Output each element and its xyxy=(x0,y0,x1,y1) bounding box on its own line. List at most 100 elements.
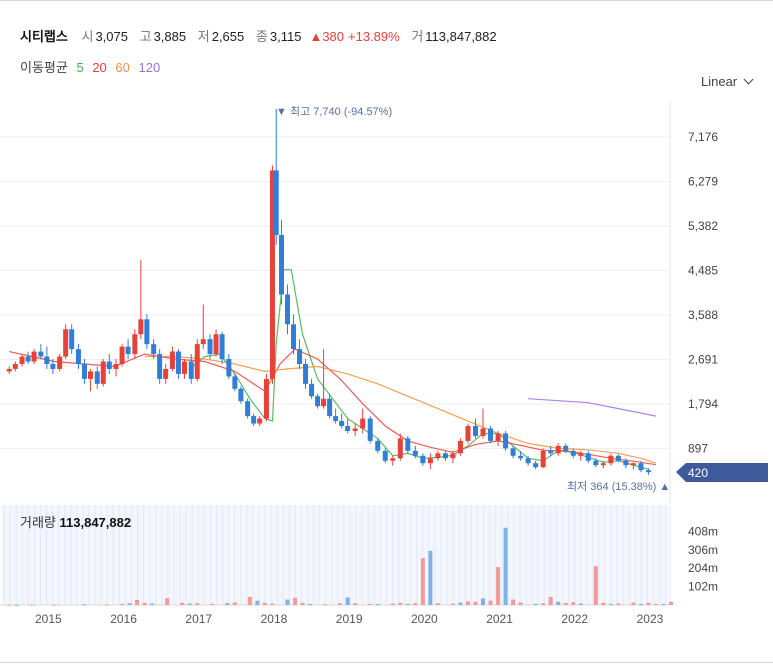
all-time-high-annotation: ▼ 최고 7,740 (-94.57%) xyxy=(276,105,392,118)
candle-body xyxy=(563,445,569,451)
candle-body xyxy=(525,458,531,464)
candle-body xyxy=(578,453,584,456)
price-tick-label: 7,176 xyxy=(688,130,718,144)
candle-body xyxy=(315,396,321,407)
candle-body xyxy=(63,329,69,357)
volume-bar xyxy=(225,603,230,605)
candle-body xyxy=(278,234,284,295)
price-tick-label: 5,382 xyxy=(688,219,718,233)
scale-selector[interactable]: Linear xyxy=(701,74,754,89)
candle-body xyxy=(321,398,327,407)
volume-bar xyxy=(52,604,57,606)
volume-bar xyxy=(390,603,395,605)
candle-body xyxy=(169,351,175,369)
candle-body xyxy=(540,450,546,468)
candle-body xyxy=(31,351,37,362)
volume-bar xyxy=(669,601,674,605)
candle-body xyxy=(113,363,119,369)
candle-body xyxy=(119,346,125,364)
candle-body xyxy=(238,388,244,402)
volume-bar xyxy=(428,550,433,605)
candle-body xyxy=(309,383,315,397)
ma-legend-120[interactable]: 120 xyxy=(138,60,161,75)
candle-body xyxy=(510,448,516,456)
candle-body xyxy=(303,363,309,384)
time-axis-ticks: 2015 2016 2017 2018 2019 2020 2021 2022 2023 xyxy=(35,612,664,626)
volume-bar xyxy=(413,603,418,605)
candle-body xyxy=(6,368,12,372)
close-label: 종 xyxy=(255,29,268,44)
year-tick-label: 2019 xyxy=(336,612,363,626)
volume-bar xyxy=(308,603,313,605)
volume-bar xyxy=(135,599,140,605)
candle-body xyxy=(503,433,509,449)
volume-tick-label: 408m xyxy=(688,524,718,538)
price-tick-label: 4,485 xyxy=(688,263,718,277)
volume-label: 거 xyxy=(411,29,424,44)
volume-bar xyxy=(187,603,192,605)
candle-body xyxy=(207,339,213,355)
price-summary: 시티랩스 시 3,075 고 3,885 저 2,655 종 3,115 ▲380 +13.… xyxy=(20,26,505,45)
candle-body xyxy=(585,453,591,461)
high-value: 3,885 xyxy=(153,29,187,44)
candle-body xyxy=(257,418,263,424)
candle-body xyxy=(645,470,651,473)
current-price-value: 420 xyxy=(688,466,708,480)
volume-bar xyxy=(481,598,486,605)
candle-body xyxy=(570,450,576,456)
year-tick-label: 2022 xyxy=(561,612,588,626)
volume-bar xyxy=(405,603,410,605)
ma-line-20 xyxy=(9,348,657,466)
scale-selector-label: Linear xyxy=(701,74,738,89)
year-tick-label: 2018 xyxy=(261,612,288,626)
volume-bar xyxy=(82,604,87,606)
candle-body xyxy=(555,445,561,454)
volume-bar xyxy=(285,599,290,605)
candle-body xyxy=(472,426,478,436)
volume-bar xyxy=(398,602,403,605)
volume-bar xyxy=(608,603,613,605)
year-tick-label: 2015 xyxy=(35,612,62,626)
volume-bar xyxy=(210,603,215,605)
volume-bar xyxy=(262,602,267,605)
volume-bar xyxy=(578,603,583,605)
change-value: 380 xyxy=(322,29,345,44)
candle-body xyxy=(232,376,238,389)
volume-bar xyxy=(150,603,155,605)
candle-body xyxy=(44,356,50,364)
candle-body xyxy=(615,455,621,461)
volume-bar xyxy=(7,604,12,606)
volume-bar xyxy=(323,604,328,606)
low-label: 저 xyxy=(197,29,210,44)
ma-legend-60[interactable]: 60 xyxy=(115,60,130,75)
candle-body xyxy=(495,433,501,441)
volume-bar xyxy=(593,566,598,605)
volume-bar xyxy=(653,603,658,605)
ma-legend-20[interactable]: 20 xyxy=(92,60,107,75)
year-tick-label: 2021 xyxy=(486,612,513,626)
candle-body xyxy=(75,349,81,364)
price-tick-label: 2,691 xyxy=(688,352,718,366)
all-time-low-annotation: 최저 364 (15.38%) ▲ xyxy=(567,480,670,493)
candle-body xyxy=(327,398,333,417)
candle-body xyxy=(291,324,297,350)
volume-bar xyxy=(105,604,110,606)
candle-body xyxy=(412,450,418,456)
volume-bar xyxy=(631,602,636,605)
candle-body xyxy=(630,463,636,466)
close-value: 3,115 xyxy=(269,29,302,44)
candle-body xyxy=(163,368,169,379)
volume-bar xyxy=(14,604,19,606)
volume-bar xyxy=(488,600,493,605)
volume-bar xyxy=(120,603,125,605)
candle-body xyxy=(284,294,290,325)
candle-body xyxy=(100,361,106,384)
volume-bar xyxy=(556,601,561,605)
ma-legend-5[interactable]: 5 xyxy=(76,60,84,75)
candle-body xyxy=(465,426,471,441)
candle-body xyxy=(608,455,614,464)
price-tick-label: 1,794 xyxy=(688,397,718,411)
candle-body xyxy=(81,363,87,379)
candle-body xyxy=(397,438,403,459)
